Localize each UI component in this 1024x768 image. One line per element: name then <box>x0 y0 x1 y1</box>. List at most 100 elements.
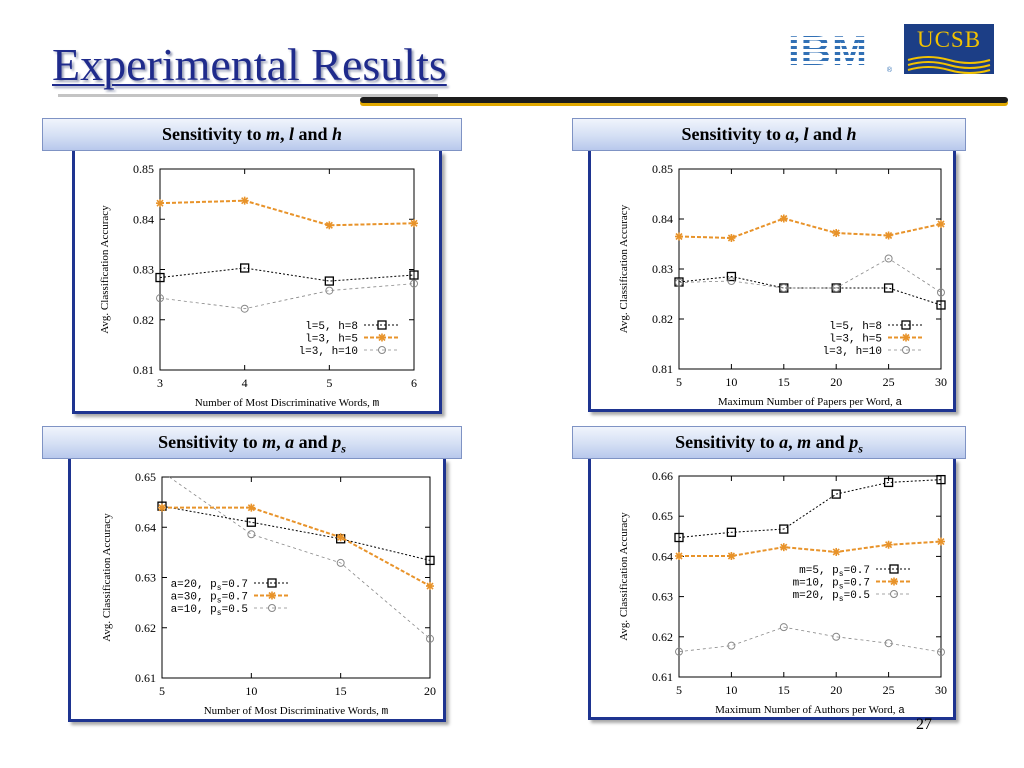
square-marker <box>901 320 911 330</box>
x-axis-label: Number of Most Discriminative Words, m <box>204 705 389 718</box>
heading-sep: , <box>788 432 798 452</box>
heading-and: and <box>294 432 333 452</box>
heading-sub: s <box>858 441 863 456</box>
asterisk-marker <box>675 552 683 560</box>
legend-text: a=20, p <box>171 579 217 591</box>
x-tick-label: 5 <box>159 684 165 698</box>
legend-sub: s <box>217 597 222 606</box>
circle-marker <box>779 623 788 632</box>
square-marker <box>267 578 277 588</box>
x-tick-label: 20 <box>830 375 842 389</box>
square-marker <box>936 300 946 310</box>
legend-tail: =0.7 <box>844 578 870 590</box>
x-axis-label-var: m <box>373 398 380 410</box>
series-line <box>678 258 942 293</box>
heading-sep: , <box>279 124 289 144</box>
ibm-logo: IBM ® <box>788 28 896 75</box>
legend-tail: =0.7 <box>222 579 248 591</box>
legend-text: l=3, h=10 <box>823 346 882 358</box>
chart-4: 0.61 0.62 0.63 0.64 0.65 0.66 5 10 15 20 25 30 Maxim… <box>618 469 947 717</box>
heading-and: and <box>808 124 847 144</box>
x-tick-label: 25 <box>883 375 895 389</box>
legend-text: l=3, h=5 <box>305 334 358 346</box>
circle-marker <box>268 604 276 612</box>
plot-border <box>678 168 942 370</box>
y-tick-label: 0.65 <box>135 470 156 484</box>
series-line <box>159 283 415 310</box>
heading-and: and <box>811 432 850 452</box>
circle-marker <box>247 530 256 539</box>
legend-text: l=3, h=10 <box>299 346 358 358</box>
circle-marker <box>832 632 841 641</box>
plot-border <box>161 476 431 679</box>
x-axis-label: Number of Most Discriminative Words, m <box>195 397 380 410</box>
legend-text: a=30, p <box>171 592 217 604</box>
heading-var: m <box>262 432 277 452</box>
legend-text: m=10, p <box>793 578 839 590</box>
circle-marker <box>727 277 736 285</box>
legend-label: l=3, h=5 <box>305 334 358 346</box>
circle-marker <box>378 346 386 354</box>
circle-marker <box>336 558 345 567</box>
square-marker <box>726 271 737 282</box>
legend-label: m=5, ps=0.7 <box>799 565 870 579</box>
x-tick-label: 25 <box>883 683 895 697</box>
square-marker <box>726 527 737 537</box>
ibm-logo-text: IBM <box>788 28 896 74</box>
asterisk-marker <box>937 537 945 546</box>
y-tick-label: 0.64 <box>135 520 156 534</box>
x-tick-label: 10 <box>725 375 737 389</box>
series-line <box>162 506 431 587</box>
legend-label: l=3, h=5 <box>829 334 882 346</box>
asterisk-marker <box>727 552 735 560</box>
y-tick-label: 0.81 <box>133 363 154 377</box>
square-marker <box>246 517 256 527</box>
square-marker <box>831 489 841 499</box>
legend-label: l=5, h=8 <box>829 321 882 333</box>
asterisk-marker <box>426 582 434 590</box>
x-axis-label-text: Number of Most Discriminative Words, <box>195 397 373 409</box>
title-underline <box>58 94 438 97</box>
heading-var: a <box>785 124 795 144</box>
y-tick-label: 0.82 <box>133 313 154 327</box>
ucsb-wave-icon <box>907 56 991 74</box>
chart-2: 0.81 0.82 0.83 0.84 0.85 5 10 15 20 25 30 Maximum N… <box>618 162 947 409</box>
asterisk-marker <box>156 199 164 207</box>
legend-sub: s <box>217 609 222 618</box>
legend-text: l=5, h=8 <box>305 321 358 333</box>
legend-label: l=3, h=10 <box>299 346 358 358</box>
legend-sub: s <box>839 583 844 592</box>
y-tick-label: 0.63 <box>652 590 673 604</box>
legend-text: a=10, p <box>171 604 217 616</box>
legend-tail: =0.5 <box>222 604 248 616</box>
y-tick-label: 0.62 <box>135 621 156 635</box>
heading-var: a <box>779 432 789 452</box>
y-axis-label: Avg. Classification Accuracy <box>99 205 111 334</box>
asterisk-marker <box>378 333 386 342</box>
y-tick-label: 0.83 <box>652 262 673 276</box>
y-tick-label: 0.85 <box>652 162 673 176</box>
y-tick-label: 0.85 <box>133 162 154 176</box>
legend-tail: =0.5 <box>844 590 870 602</box>
x-tick-label: 10 <box>245 684 257 698</box>
legend-text: l=3, h=5 <box>829 334 882 346</box>
registered-mark: ® <box>886 67 892 74</box>
legend-label: l=5, h=8 <box>305 321 358 333</box>
y-axis-label: Avg. Classification Accuracy <box>618 512 630 641</box>
circle-marker <box>937 648 945 657</box>
x-tick-label: 5 <box>676 683 682 697</box>
y-tick-label: 0.83 <box>133 263 154 277</box>
asterisk-marker <box>937 220 945 228</box>
x-tick-label: 4 <box>242 376 248 390</box>
square-marker <box>674 532 684 543</box>
plot-border <box>159 168 415 371</box>
legend-tail: =0.7 <box>844 565 870 577</box>
heading-var: p <box>332 432 342 452</box>
square-marker <box>409 270 419 280</box>
circle-marker <box>325 286 334 295</box>
asterisk-marker <box>727 234 735 242</box>
x-tick-label: 5 <box>676 375 682 389</box>
ucsb-logo: UCSB <box>904 24 994 74</box>
asterisk-marker <box>885 231 893 240</box>
